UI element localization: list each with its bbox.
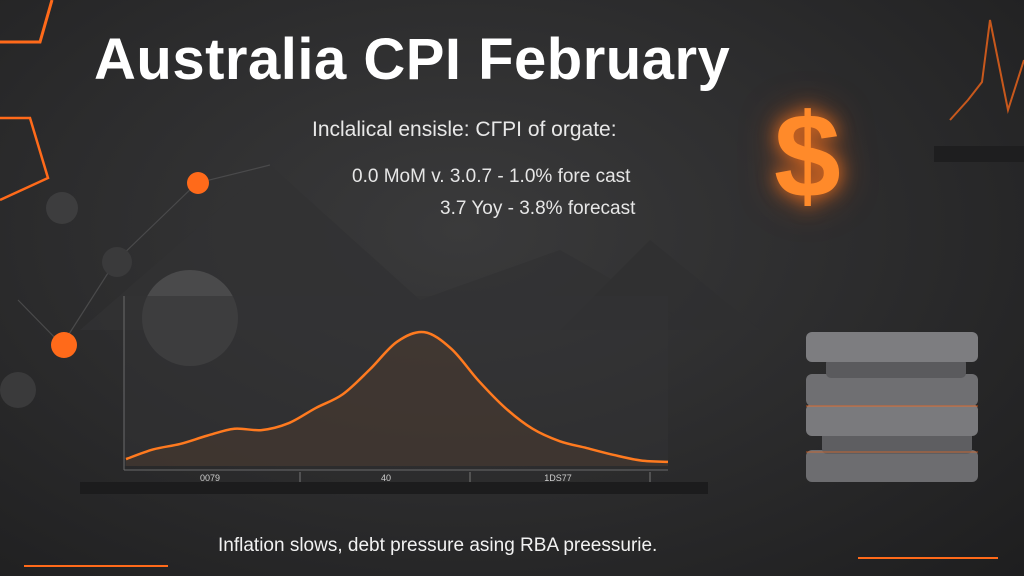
glow-line-right (949, 19, 1024, 121)
mom-stat-line: 0.0 MoM v. 3.0.7 - 1.0% fore cast (352, 166, 631, 187)
coin-stack-icon (806, 332, 978, 482)
page-title: Australia CPI February (94, 27, 731, 92)
x-tick-label: 1DS77 (544, 473, 572, 483)
x-tick-label: 40 (381, 473, 391, 483)
sphere-edge (0, 372, 36, 408)
dollar-sign-icon: $ (774, 89, 841, 223)
orange-outline-left (0, 116, 50, 202)
orange-dot (187, 172, 209, 194)
chart-area-fill (126, 331, 668, 466)
footer-caption: Inflation slows, debt pressure asing RBA… (218, 535, 658, 556)
sphere-small (46, 192, 78, 224)
chart-series-line (125, 330, 669, 464)
orange-dot-2 (51, 332, 77, 358)
bg-mountain-shape (80, 165, 700, 330)
page-subtitle: Inclalical ensisle: CΓPI of orgate: (312, 118, 617, 141)
sphere-small-2 (102, 247, 132, 277)
orange-outline-top-left (0, 0, 54, 44)
x-tick-label: 0079 (200, 473, 220, 483)
yoy-stat-line: 3.7 Yoy - 3.8% forecast (440, 198, 636, 219)
chart-base-plate (80, 482, 708, 494)
shelf-right (934, 146, 1024, 162)
